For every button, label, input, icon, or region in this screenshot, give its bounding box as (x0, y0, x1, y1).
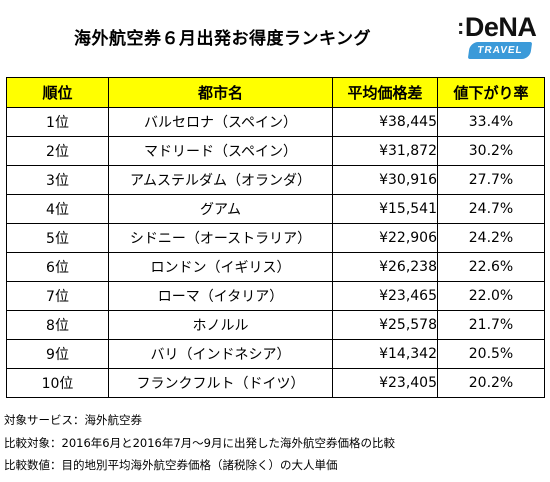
header-drop-rate: 値下がり率 (437, 77, 545, 108)
rate-cell: 30.2% (437, 136, 545, 166)
city-cell: グアム (108, 194, 333, 224)
note-target-service: 対象サービス：海外航空券 (4, 413, 142, 427)
price-cell: ¥25,578 (332, 310, 438, 340)
price-cell: ¥14,342 (332, 339, 438, 369)
rank-cell: 3位 (6, 165, 109, 195)
logo-wordmark: :DeNA (457, 12, 537, 42)
rate-cell: 24.2% (437, 223, 545, 253)
rate-cell: 20.5% (437, 339, 545, 369)
price-cell: ¥38,445 (332, 107, 438, 137)
logo-badge: TRAVEL (467, 42, 533, 59)
price-cell: ¥23,405 (332, 368, 438, 398)
rank-cell: 1位 (6, 107, 109, 137)
city-cell: ローマ（イタリア） (108, 281, 333, 311)
price-cell: ¥26,238 (332, 252, 438, 282)
table-row: 6位 ロンドン（イギリス） ¥26,238 22.6% (6, 252, 545, 282)
rank-cell: 7位 (6, 281, 109, 311)
table-row: 8位 ホノルル ¥25,578 21.7% (6, 310, 545, 340)
table-row: 1位 バルセロナ（スペイン） ¥38,445 33.4% (6, 107, 545, 137)
price-cell: ¥23,465 (332, 281, 438, 311)
table-row: 9位 バリ（インドネシア） ¥14,342 20.5% (6, 339, 545, 369)
rank-cell: 5位 (6, 223, 109, 253)
city-cell: バルセロナ（スペイン） (108, 107, 333, 137)
header-city: 都市名 (108, 77, 333, 108)
rate-cell: 27.7% (437, 165, 545, 195)
note-comparison-target: 比較対象：2016年6月と2016年7月～9月に出発した海外航空券価格の比較 (4, 435, 395, 450)
city-cell: アムステルダム（オランダ） (108, 165, 333, 195)
header-price-diff: 平均価格差 (332, 77, 438, 108)
footnotes: 対象サービス：海外航空券 比較対象：2016年6月と2016年7月～9月に出発し… (4, 409, 395, 477)
table-row: 5位 シドニー（オーストラリア） ¥22,906 24.2% (6, 223, 545, 253)
table-row: 7位 ローマ（イタリア） ¥23,465 22.0% (6, 281, 545, 311)
price-cell: ¥30,916 (332, 165, 438, 195)
table-row: 3位 アムステルダム（オランダ） ¥30,916 27.7% (6, 165, 545, 195)
rate-cell: 21.7% (437, 310, 545, 340)
dena-travel-logo: :DeNA TRAVEL (455, 12, 537, 62)
rank-cell: 6位 (6, 252, 109, 282)
rate-cell: 22.6% (437, 252, 545, 282)
table-header-row: 順位 都市名 平均価格差 値下がり率 (6, 77, 545, 108)
logo-text: DeNA (464, 12, 537, 42)
city-cell: マドリード（スペイン） (108, 136, 333, 166)
rank-cell: 10位 (6, 368, 109, 398)
price-cell: ¥15,541 (332, 194, 438, 224)
rank-cell: 9位 (6, 339, 109, 369)
page-title: 海外航空券６月出発お得度ランキング (74, 29, 371, 49)
price-cell: ¥31,872 (332, 136, 438, 166)
rate-cell: 33.4% (437, 107, 545, 137)
header-rank: 順位 (6, 77, 109, 108)
rank-cell: 2位 (6, 136, 109, 166)
ranking-table: 順位 都市名 平均価格差 値下がり率 1位 バルセロナ（スペイン） ¥38,44… (6, 77, 545, 398)
city-cell: バリ（インドネシア） (108, 339, 333, 369)
city-cell: ロンドン（イギリス） (108, 252, 333, 282)
table-row: 10位 フランクフルト（ドイツ） ¥23,405 20.2% (6, 368, 545, 398)
note-comparison-value: 比較数値：目的地別平均海外航空券価格（諸税除く）の大人単価 (4, 458, 338, 472)
table-row: 2位 マドリード（スペイン） ¥31,872 30.2% (6, 136, 545, 166)
city-cell: シドニー（オーストラリア） (108, 223, 333, 253)
rank-cell: 8位 (6, 310, 109, 340)
rate-cell: 20.2% (437, 368, 545, 398)
rate-cell: 24.7% (437, 194, 545, 224)
table-row: 4位 グアム ¥15,541 24.7% (6, 194, 545, 224)
price-cell: ¥22,906 (332, 223, 438, 253)
rank-cell: 4位 (6, 194, 109, 224)
city-cell: ホノルル (108, 310, 333, 340)
city-cell: フランクフルト（ドイツ） (108, 368, 333, 398)
rate-cell: 22.0% (437, 281, 545, 311)
